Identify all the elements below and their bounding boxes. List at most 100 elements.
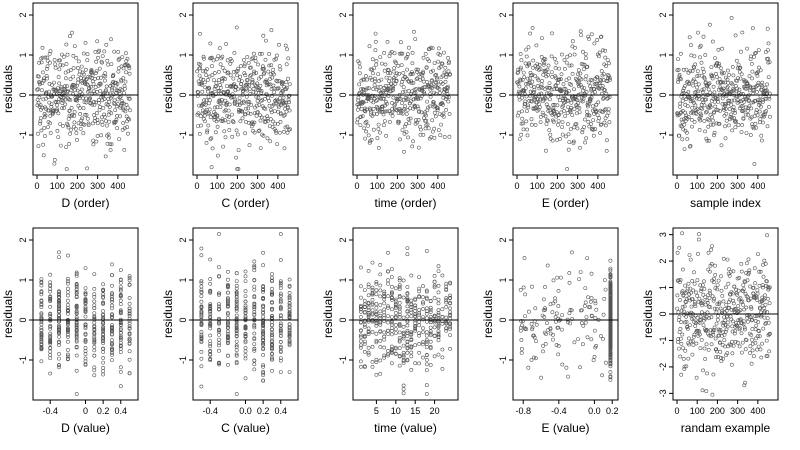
data-point: [41, 153, 46, 158]
data-point: [231, 120, 236, 125]
data-point: [99, 119, 104, 124]
data-point: [370, 344, 375, 349]
data-point: [713, 56, 717, 61]
data-point: [73, 88, 77, 93]
data-point: [736, 304, 741, 308]
data-point: [424, 288, 429, 293]
data-point: [66, 322, 70, 327]
data-point: [39, 312, 44, 317]
data-point: [532, 90, 537, 95]
data-point: [92, 320, 97, 325]
data-point: [199, 356, 204, 361]
data-point: [679, 308, 684, 313]
data-point: [365, 123, 370, 128]
data-point: [428, 317, 433, 322]
data-point: [446, 99, 451, 104]
data-point: [102, 112, 107, 117]
data-point: [204, 140, 209, 145]
data-point: [444, 296, 449, 301]
data-point: [261, 303, 266, 308]
data-point: [94, 71, 98, 75]
data-point: [682, 147, 687, 152]
data-point: [537, 92, 542, 97]
data-point: [67, 109, 72, 113]
data-point: [110, 88, 115, 93]
data-point: [92, 331, 97, 336]
data-point: [427, 59, 432, 64]
data-point: [552, 103, 557, 107]
data-point: [749, 305, 753, 309]
data-point: [270, 339, 274, 344]
data-point: [234, 298, 239, 303]
data-point: [376, 127, 381, 131]
data-point: [421, 330, 425, 335]
data-point: [720, 293, 725, 298]
data-point: [562, 109, 567, 113]
data-point: [762, 306, 766, 310]
data-point: [254, 90, 258, 95]
data-point: [232, 51, 237, 55]
data-point: [765, 26, 770, 31]
data-point: [267, 52, 272, 56]
y-tick-label: -3: [658, 389, 668, 397]
data-point: [378, 55, 383, 60]
data-point: [424, 65, 429, 70]
data-point: [233, 97, 238, 102]
data-point: [444, 300, 449, 305]
data-point: [56, 75, 61, 79]
data-point: [603, 48, 608, 53]
x-tick-label: 0.4: [275, 406, 288, 416]
data-point: [695, 107, 700, 112]
data-point: [528, 89, 533, 94]
data-point: [553, 296, 557, 301]
data-point: [225, 71, 230, 76]
data-point: [287, 283, 292, 288]
data-point: [127, 357, 132, 362]
data-points: [358, 246, 453, 396]
data-point: [546, 73, 551, 77]
data-point: [709, 72, 714, 77]
data-point: [758, 347, 763, 352]
data-point: [384, 101, 389, 106]
x-tick-label: 10: [391, 406, 401, 416]
data-point: [238, 74, 243, 79]
data-point: [529, 358, 534, 362]
data-point: [235, 167, 240, 171]
data-point: [217, 327, 221, 332]
data-point: [274, 78, 279, 83]
data-point: [540, 36, 544, 41]
data-point: [278, 348, 283, 353]
data-point: [766, 296, 770, 301]
data-point: [729, 102, 733, 107]
data-point: [73, 126, 78, 131]
data-point: [210, 64, 214, 69]
data-point: [721, 88, 725, 93]
data-point: [394, 79, 399, 84]
data-point: [386, 353, 390, 358]
data-point: [419, 110, 424, 115]
data-point: [374, 323, 379, 328]
data-point: [106, 103, 110, 107]
data-point: [374, 281, 379, 286]
data-point: [570, 71, 575, 76]
data-point: [39, 290, 44, 295]
data-point: [685, 104, 690, 109]
data-point: [243, 303, 248, 308]
data-point: [700, 388, 705, 393]
data-point: [721, 86, 726, 91]
data-point: [225, 277, 230, 282]
data-point: [386, 328, 390, 333]
data-point: [121, 76, 126, 81]
data-point: [566, 374, 571, 379]
data-point: [234, 283, 239, 288]
data-point: [236, 66, 241, 71]
data-point: [740, 299, 745, 304]
data-point: [212, 71, 217, 75]
data-point: [693, 320, 698, 325]
data-point: [101, 321, 106, 326]
data-point: [118, 280, 123, 285]
data-point: [199, 294, 204, 299]
